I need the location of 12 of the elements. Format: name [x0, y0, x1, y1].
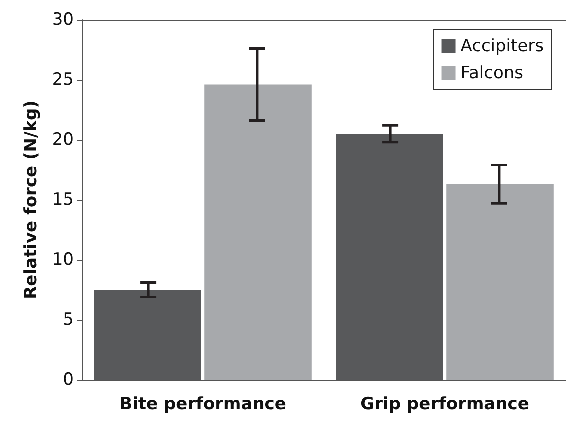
y-tick-label: 0	[63, 370, 74, 390]
y-tick-label: 30	[52, 10, 74, 30]
y-tick-label: 25	[52, 70, 74, 90]
y-tick-label: 20	[52, 130, 74, 150]
y-tick-label: 15	[52, 190, 74, 210]
legend-label: Accipiters	[460, 36, 544, 56]
y-tick-label: 5	[63, 310, 74, 330]
legend-label: Falcons	[460, 64, 524, 84]
x-tick-label: Grip performance	[360, 394, 530, 414]
y-tick-label: 10	[52, 250, 74, 270]
y-axis-title: Relative force (N/kg)	[22, 100, 42, 300]
x-tick-label: Bite performance	[120, 394, 286, 414]
